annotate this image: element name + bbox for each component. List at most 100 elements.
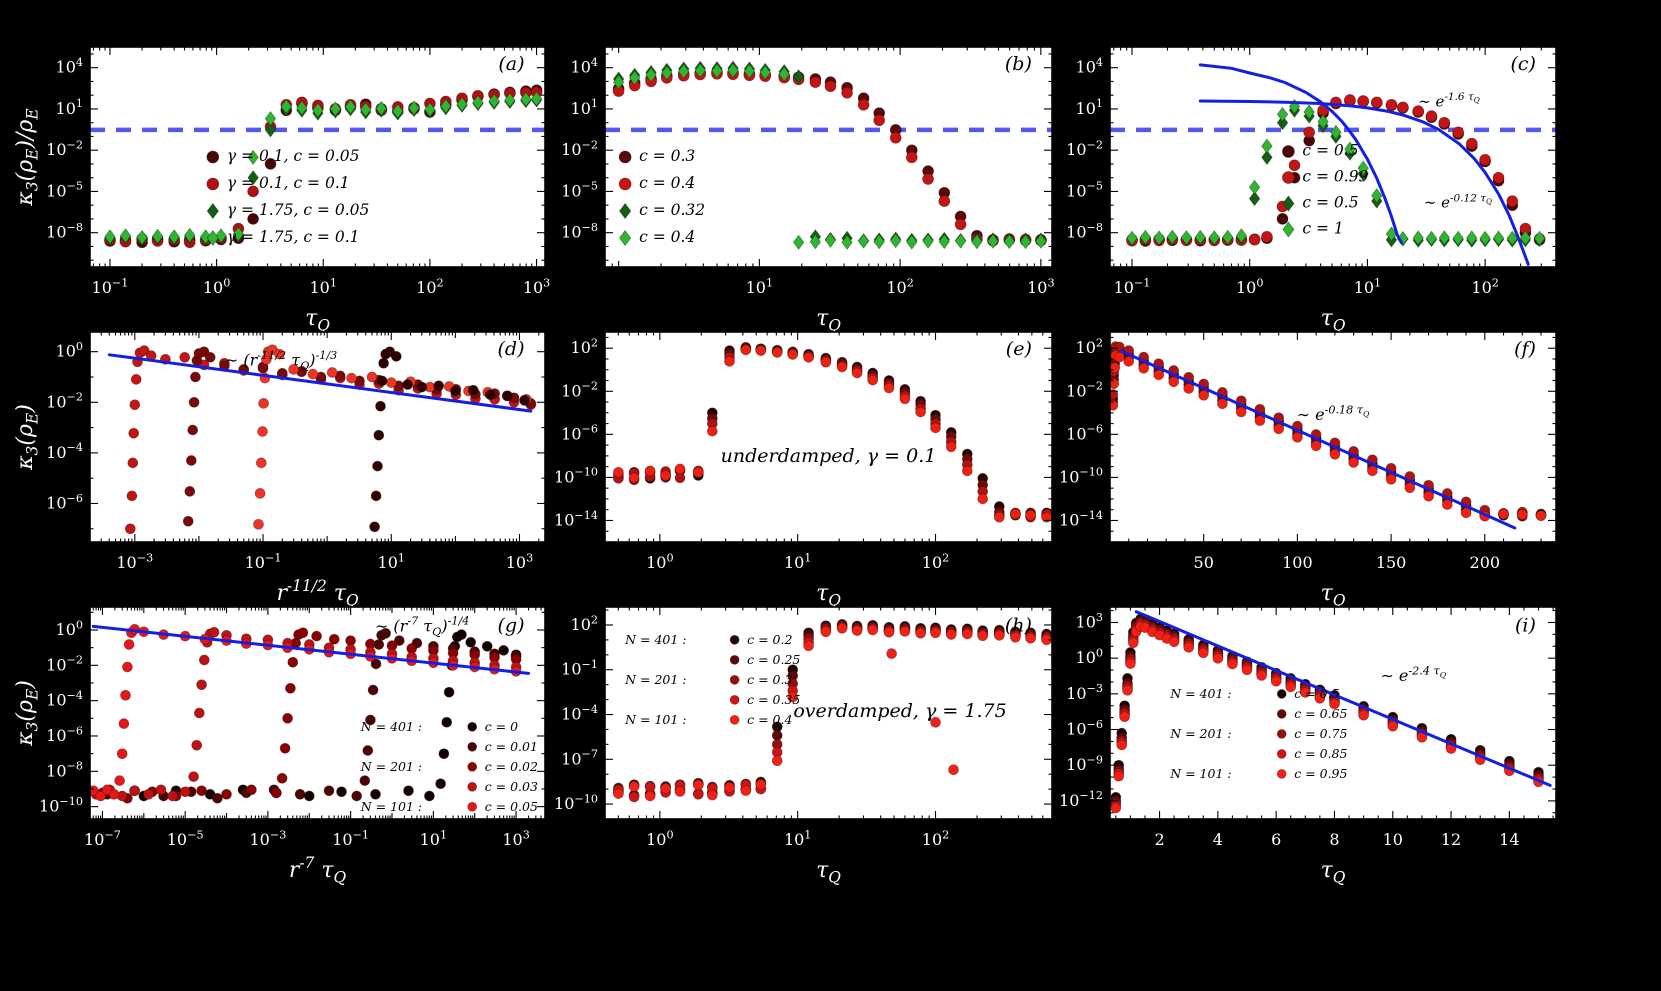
panel-letter: (c)	[1510, 53, 1535, 75]
y-tick-label: 10−2	[1066, 138, 1103, 159]
x-tick-label: 102	[886, 276, 913, 297]
x-tick-label: 102	[416, 276, 443, 297]
regime-label: overdamped, γ = 1.75	[793, 700, 1006, 722]
legend-group-label: N = 101 :	[360, 799, 422, 814]
legend-entry-label: c = 0.95	[1294, 766, 1347, 781]
panel-letter: (d)	[498, 338, 525, 360]
legend-marker	[1276, 769, 1287, 779]
fit-line	[107, 353, 533, 413]
y-tick-label: 10−14	[1059, 509, 1103, 530]
x-tick-label: 10	[1383, 830, 1403, 849]
y-tick-label: 103	[1076, 611, 1103, 632]
y-tick-label: 10−8	[1066, 221, 1103, 242]
legend-marker	[619, 202, 632, 220]
axes-frame	[604, 606, 1053, 820]
legend-entry-label: c = 0.03	[485, 779, 538, 794]
x-tick-label: 103	[506, 551, 533, 572]
legend-entry-label: c = 0.02	[485, 759, 538, 774]
x-tick-label: 101	[784, 828, 811, 849]
y-tick-label: 102	[571, 613, 598, 634]
x-tick-label: 100	[646, 551, 673, 572]
legend-entry-label: c = 0.05	[485, 799, 538, 814]
panel-letter: (f)	[1514, 338, 1536, 360]
fit-annotation: ∼ e-0.18 τQ	[1297, 404, 1370, 425]
panel-a: 10−1 100 101 102 103 10−8 10−5 10−2 101 104 τQ κ3(ρ…	[13, 46, 550, 335]
x-tick-label: 150	[1376, 553, 1407, 572]
x-tick-label: 10−1	[245, 551, 282, 572]
series-N101-c04-outliers	[886, 648, 959, 776]
legend-marker	[1282, 221, 1295, 238]
x-tick-label: 200	[1470, 553, 1501, 572]
fit-annotation: ∼ (r-7 τQ)-1/4	[375, 615, 469, 639]
legend-group-label: N = 101 :	[624, 712, 686, 727]
axes-frame	[89, 606, 546, 820]
legend-marker	[1276, 689, 1287, 699]
axis-ticks	[604, 47, 1052, 267]
axes-frame	[1109, 606, 1557, 820]
axis-ticks	[604, 332, 1053, 543]
panel-h: 100 101 102 10−10 10−7 10−4 10−1 102 τQ N = 401 :…	[554, 606, 1053, 887]
x-tick-label: 6	[1271, 830, 1281, 849]
x-tick-label: 100	[1282, 553, 1313, 572]
fit-line	[1198, 63, 1404, 245]
legend-entry-label: c = 0.5	[1302, 142, 1358, 160]
legend: c = 0.5 c = 0.99 c = 0.5 c = 1	[1282, 142, 1369, 238]
y-tick-label: 10−5	[1066, 180, 1103, 201]
y-tick-label: 10−4	[561, 703, 598, 724]
y-tick-label: 10−6	[46, 492, 83, 513]
fit-line	[91, 624, 530, 675]
plot-area	[90, 332, 545, 542]
x-tick-label: 103	[1027, 276, 1054, 297]
legend-group-label: N = 401 :	[360, 719, 422, 734]
axis-ticks	[604, 607, 1053, 820]
legend-entry-label: c = 0	[485, 719, 518, 734]
x-tick-label: 12	[1441, 830, 1461, 849]
y-tick-label: 10−1	[561, 658, 598, 679]
legend-entry-label: c = 0.3	[747, 672, 792, 687]
panel-f: 50 100 150 200 10−14 10−10 10−6 10−2 102 τQ (f) ∼ e…	[1059, 331, 1557, 610]
y-tick-label: 100	[1076, 646, 1103, 667]
legend-marker	[619, 229, 632, 247]
y-axis-label: κ3(ρE)/ρE	[13, 108, 42, 206]
x-axis-label: r-11/2 τQ	[276, 577, 358, 610]
axes-frame	[89, 46, 546, 268]
y-axis-label: κ3(ρE)	[13, 680, 42, 747]
legend-marker	[206, 177, 220, 191]
series-N101-c04	[613, 622, 1052, 802]
x-tick-label: 101	[310, 276, 337, 297]
x-tick-label: 4	[1213, 830, 1223, 849]
legend-entry-label: c = 0.32	[639, 201, 705, 219]
legend-group-label: N = 401 :	[1169, 686, 1231, 701]
legend-entry-label: c = 0.35	[747, 692, 800, 707]
y-tick-label: 101	[1076, 97, 1103, 118]
y-tick-label: 100	[56, 618, 83, 639]
y-tick-label: 104	[1076, 56, 1103, 77]
y-tick-label: 10−6	[46, 724, 83, 745]
x-tick-label: 50	[1194, 553, 1214, 572]
legend-marker	[729, 675, 740, 685]
x-tick-label: 102	[922, 828, 949, 849]
x-tick-label: 14	[1499, 830, 1519, 849]
x-tick-label: 10−7	[84, 828, 121, 849]
legend-entry-label: γ = 0.1, c = 0.05	[227, 147, 360, 165]
fit-annotation: ∼ e-1.6 τQ	[1418, 91, 1480, 110]
y-tick-label: 10−5	[46, 180, 83, 201]
panel-letter: (a)	[498, 53, 524, 75]
series-c04-diam	[612, 62, 1047, 250]
y-tick-label: 10−2	[46, 391, 83, 412]
fit-annotation: ∼ (r-11/2 τQ)-1/3	[225, 349, 337, 373]
panel-letter: (g)	[498, 614, 525, 636]
legend-marker	[1282, 145, 1295, 158]
legend-marker	[206, 202, 219, 220]
x-tick-label: 100	[646, 828, 673, 849]
y-tick-label: 10−3	[1066, 682, 1103, 703]
axis-ticks	[90, 47, 545, 267]
legend-marker	[729, 635, 740, 645]
legend: c = 0.3 c = 0.4 c = 0.32 c = 0.4	[618, 147, 705, 247]
legend-marker	[206, 229, 219, 247]
fit-annotation: ∼ e-2.4 τQ	[1380, 665, 1446, 686]
x-axis-label: τQ	[816, 858, 841, 887]
panel-letter: (i)	[1515, 614, 1536, 636]
